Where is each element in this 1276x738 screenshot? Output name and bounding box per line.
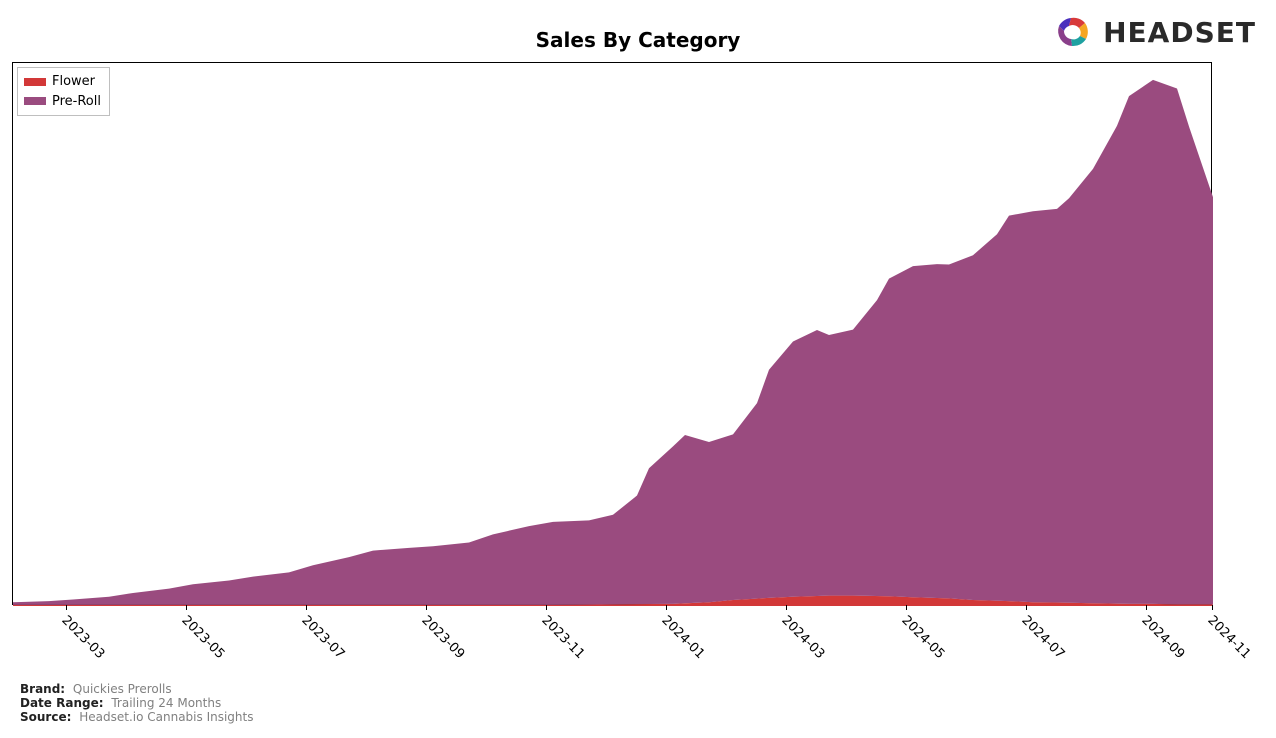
x-tick-mark [546, 605, 547, 610]
legend-item-pre-roll: Pre-Roll [24, 92, 101, 112]
x-tick-label: 2024-03 [778, 613, 827, 662]
x-tick-mark [906, 605, 907, 610]
x-tick-label: 2024-09 [1138, 613, 1187, 662]
x-tick-mark [186, 605, 187, 610]
x-tick-mark [1026, 605, 1027, 610]
meta-source-value: Headset.io Cannabis Insights [79, 710, 253, 724]
legend-swatch [24, 97, 46, 105]
x-tick-label: 2024-05 [898, 613, 947, 662]
x-tick-mark [786, 605, 787, 610]
x-tick-label: 2024-01 [658, 613, 707, 662]
x-tick-label: 2024-11 [1204, 613, 1253, 662]
x-tick-label: 2023-05 [178, 613, 227, 662]
chart-plot-area: FlowerPre-Roll [12, 62, 1212, 605]
area-chart-svg [13, 63, 1213, 606]
headset-logo-icon [1051, 10, 1095, 54]
legend-label: Pre-Roll [52, 92, 101, 112]
meta-range-value: Trailing 24 Months [111, 696, 221, 710]
x-tick-mark [1212, 605, 1213, 610]
legend-label: Flower [52, 72, 95, 92]
x-tick-label: 2024-07 [1018, 613, 1067, 662]
meta-range: Date Range: Trailing 24 Months [20, 696, 253, 710]
x-tick-mark [306, 605, 307, 610]
x-tick-mark [666, 605, 667, 610]
x-tick-mark [66, 605, 67, 610]
x-tick-label: 2023-11 [538, 613, 587, 662]
meta-brand: Brand: Quickies Prerolls [20, 682, 253, 696]
x-tick-mark [1146, 605, 1147, 610]
x-tick-label: 2023-03 [58, 613, 107, 662]
chart-metadata: Brand: Quickies Prerolls Date Range: Tra… [20, 682, 253, 724]
legend-item-flower: Flower [24, 72, 101, 92]
meta-source-label: Source: [20, 710, 71, 724]
legend-swatch [24, 78, 46, 86]
chart-legend: FlowerPre-Roll [17, 67, 110, 116]
meta-source: Source: Headset.io Cannabis Insights [20, 710, 253, 724]
headset-logo-text: HEADSET [1103, 16, 1256, 49]
headset-logo: HEADSET [1051, 10, 1256, 54]
x-tick-label: 2023-09 [418, 613, 467, 662]
meta-brand-value: Quickies Prerolls [73, 682, 172, 696]
area-series-pre-roll [13, 80, 1213, 605]
x-tick-label: 2023-07 [298, 613, 347, 662]
meta-brand-label: Brand: [20, 682, 65, 696]
x-tick-mark [426, 605, 427, 610]
meta-range-label: Date Range: [20, 696, 104, 710]
